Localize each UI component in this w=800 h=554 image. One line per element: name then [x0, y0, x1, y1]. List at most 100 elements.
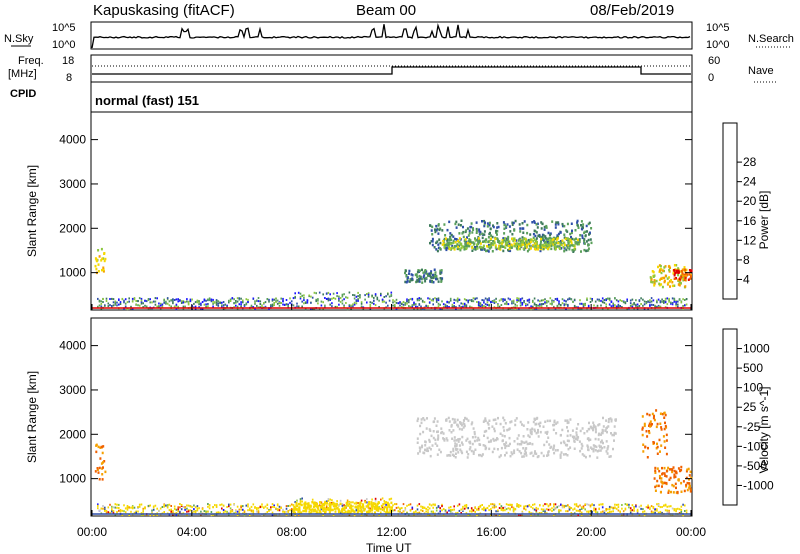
- heatmap-cell: [140, 299, 143, 302]
- heatmap-cell: [427, 274, 430, 277]
- heatmap-cell: [130, 506, 132, 509]
- heatmap-cell: [311, 498, 314, 501]
- heatmap-cell: [299, 295, 302, 298]
- heatmap-cell: [357, 502, 359, 504]
- heatmap-cell: [642, 443, 645, 446]
- heatmap-cell: [570, 240, 573, 243]
- heatmap-cell: [208, 299, 211, 302]
- heatmap-cell: [305, 507, 308, 510]
- heatmap-cell: [540, 236, 543, 239]
- heatmap-cell: [686, 468, 689, 471]
- heatmap-cell: [633, 307, 635, 310]
- colorbar-tick-label: 24: [743, 175, 757, 189]
- heatmap-cell: [444, 509, 447, 512]
- heatmap-cell: [374, 293, 377, 296]
- heatmap-cell: [486, 436, 489, 440]
- heatmap-cell: [589, 446, 592, 449]
- heatmap-cell: [437, 280, 440, 283]
- heatmap-cell: [383, 296, 386, 298]
- heatmap-cell: [654, 485, 657, 489]
- heatmap-cell: [166, 302, 169, 305]
- heatmap-cell: [334, 305, 337, 308]
- heatmap-cell: [566, 222, 569, 226]
- heatmap-cell: [587, 437, 590, 440]
- heatmap-cell: [540, 299, 543, 302]
- heatmap-cell: [600, 439, 603, 442]
- heatmap-cell: [554, 223, 557, 226]
- heatmap-cell: [257, 509, 260, 512]
- heatmap-cell: [673, 469, 676, 473]
- heatmap-cell: [379, 507, 382, 511]
- heatmap-cell: [416, 275, 419, 279]
- heatmap-cell: [649, 508, 651, 510]
- heatmap-cell: [359, 294, 361, 297]
- heatmap-cell: [450, 233, 453, 237]
- heatmap-cell: [594, 508, 597, 511]
- heatmap-cell: [503, 227, 506, 230]
- heatmap-cell: [688, 273, 691, 276]
- heatmap-cell: [500, 508, 503, 511]
- heatmap-cell: [362, 504, 365, 507]
- heatmap-cell: [675, 301, 677, 304]
- heatmap-cell: [660, 283, 663, 286]
- heatmap-cell: [207, 505, 209, 508]
- heatmap-cell: [429, 274, 432, 278]
- heatmap-cell: [533, 229, 536, 232]
- heatmap-cell: [650, 510, 653, 513]
- heatmap-cell: [437, 505, 440, 508]
- heatmap-cell: [495, 247, 498, 251]
- heatmap-cell: [380, 498, 382, 501]
- heatmap-cell: [311, 296, 314, 299]
- heatmap-cell: [633, 302, 635, 304]
- heatmap-cell: [612, 302, 614, 305]
- heatmap-cell: [499, 432, 502, 435]
- heatmap-cell: [656, 422, 659, 426]
- heatmap-cell: [300, 511, 303, 514]
- heatmap-cell: [416, 270, 419, 274]
- heatmap-cell: [327, 499, 330, 502]
- heatmap-cell: [472, 509, 475, 512]
- heatmap-cell: [525, 454, 528, 457]
- x-tick-label: 00:00: [676, 525, 706, 539]
- heatmap-cell: [547, 453, 550, 457]
- heatmap-cell: [350, 508, 353, 511]
- heatmap-cell: [360, 499, 363, 502]
- heatmap-cell: [539, 246, 542, 249]
- heatmap-cell: [105, 297, 108, 300]
- heatmap-cell: [586, 510, 588, 513]
- heatmap-cell: [678, 284, 681, 287]
- heatmap-cell: [294, 506, 297, 510]
- heatmap-cell: [588, 438, 590, 442]
- heatmap-cell: [581, 453, 584, 456]
- heatmap-cell: [543, 443, 546, 447]
- heatmap-cell: [673, 269, 676, 272]
- heatmap-cell: [384, 505, 387, 509]
- heatmap-cell: [368, 501, 371, 504]
- heatmap-cell: [331, 305, 333, 308]
- heatmap-cell: [562, 453, 565, 456]
- heatmap-cell: [486, 507, 489, 509]
- heatmap-cell: [556, 297, 559, 300]
- heatmap-cell: [560, 247, 563, 250]
- heatmap-cell: [123, 504, 125, 507]
- heatmap-cell: [313, 501, 316, 504]
- heatmap-cell: [514, 219, 517, 223]
- heatmap-cell: [482, 420, 485, 423]
- heatmap-cell: [100, 507, 103, 510]
- heatmap-cell: [541, 243, 544, 247]
- heatmap-cell: [152, 508, 155, 511]
- heatmap-cell: [257, 507, 260, 510]
- heatmap-cell: [378, 507, 381, 510]
- power-ylabel: Slant Range [km]: [25, 165, 39, 257]
- heatmap-cell: [175, 512, 178, 514]
- heatmap-cell: [292, 304, 295, 307]
- heatmap-cell: [240, 504, 242, 507]
- heatmap-cell: [601, 503, 604, 506]
- heatmap-cell: [471, 436, 474, 439]
- heatmap-cell: [652, 275, 655, 278]
- heatmap-cell: [205, 510, 207, 513]
- heatmap-cell: [135, 510, 137, 513]
- heatmap-cell: [547, 451, 550, 454]
- heatmap-cell: [401, 512, 403, 514]
- heatmap-cell: [484, 221, 486, 224]
